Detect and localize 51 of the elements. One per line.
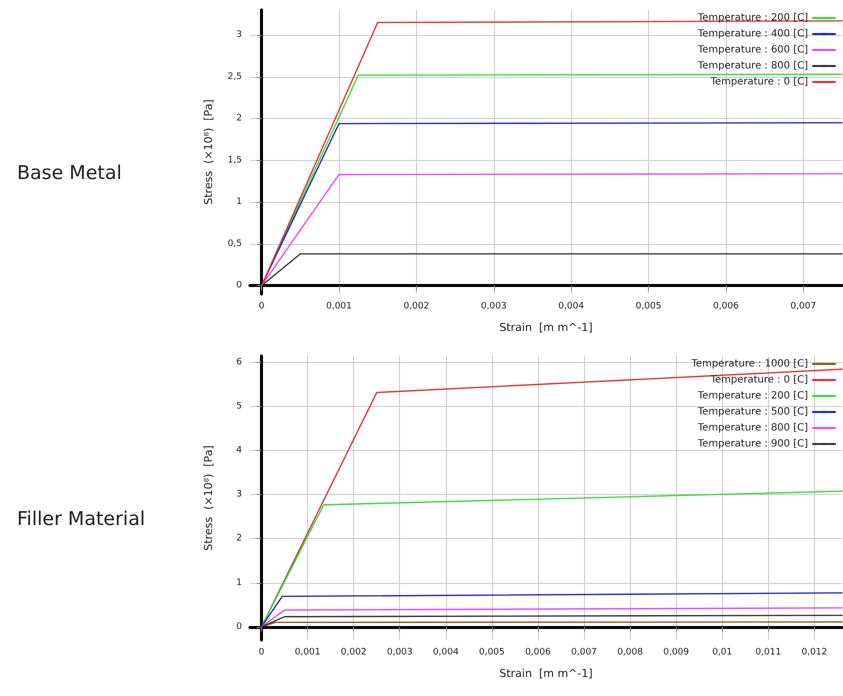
y-tick-label: 0	[236, 622, 242, 632]
x-tick-label: 0,002	[403, 302, 430, 312]
y-axis-title: Stress (×10⁸) [Pa]	[202, 445, 215, 551]
x-tick-label: 0,007	[571, 648, 597, 658]
x-tick-label: 0	[258, 648, 265, 658]
x-axis-title: Strain [m m^-1]	[499, 667, 593, 680]
x-tick-label: 0,011	[755, 648, 782, 658]
x-tick-label: 0,012	[801, 648, 828, 658]
x-tick-label: 0,003	[480, 302, 507, 312]
y-tick-label: 5	[236, 402, 242, 412]
x-axis-title: Strain [m m^-1]	[499, 321, 593, 334]
legend-label: Temperature : 800 [C]	[696, 422, 808, 434]
x-tick-label: 0,01	[712, 648, 732, 658]
x-tick-label: 0	[258, 302, 265, 312]
x-tick-label: 0,006	[525, 648, 552, 658]
x-tick-label: 0,004	[432, 648, 459, 658]
y-tick-label: 4	[236, 446, 242, 456]
text: Filler Material	[17, 508, 146, 530]
legend-label: Temperature : 0 [C]	[710, 76, 808, 88]
text: Base Metal	[17, 162, 122, 184]
y-tick-label: 3	[236, 30, 242, 40]
x-tick-label: 0,006	[713, 302, 740, 312]
x-tick-label: 0,008	[617, 648, 644, 658]
y-tick-label: 1	[236, 578, 242, 588]
y-tick-label: 0	[236, 280, 242, 291]
y-tick-label: 0,5	[228, 238, 242, 249]
y-tick-label: 2,5	[228, 72, 242, 82]
y-tick-label: 2	[236, 534, 242, 544]
y-tick-label: 3	[236, 490, 242, 500]
x-tick-label: 0,003	[386, 648, 413, 658]
x-tick-label: 0,004	[558, 302, 584, 312]
x-tick-label: 0,002	[340, 648, 367, 658]
y-tick-label: 6	[236, 358, 242, 368]
legend-label: Temperature : 1000 [C]	[690, 358, 808, 370]
legend-label: Temperature : 400 [C]	[696, 28, 808, 40]
legend-label: Temperature : 500 [C]	[696, 406, 808, 418]
legend-label: Temperature : 600 [C]	[696, 44, 808, 56]
y-tick-label: 1	[236, 197, 242, 208]
x-tick-label: 0,009	[663, 648, 690, 658]
y-tick-label: 2	[236, 114, 242, 124]
legend-label: Temperature : 900 [C]	[696, 438, 808, 450]
x-tick-label: 0,001	[294, 648, 320, 658]
legend-label: Temperature : 0 [C]	[710, 374, 808, 386]
legend-label: Temperature : 200 [C]	[696, 390, 808, 402]
x-tick-label: 0,007	[790, 302, 816, 312]
x-tick-label: 0,005	[478, 648, 505, 658]
legend-label: Temperature : 800 [C]	[696, 60, 808, 72]
y-tick-label: 1,5	[228, 155, 242, 166]
y-axis-title: Stress (×10⁸) [Pa]	[202, 99, 215, 205]
x-tick-label: 0,001	[326, 302, 352, 312]
x-tick-label: 0,005	[636, 302, 662, 312]
